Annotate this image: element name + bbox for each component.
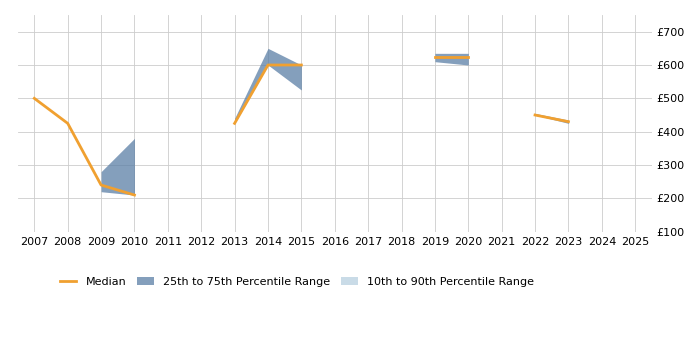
- Legend: Median, 25th to 75th Percentile Range, 10th to 90th Percentile Range: Median, 25th to 75th Percentile Range, 1…: [55, 272, 538, 291]
